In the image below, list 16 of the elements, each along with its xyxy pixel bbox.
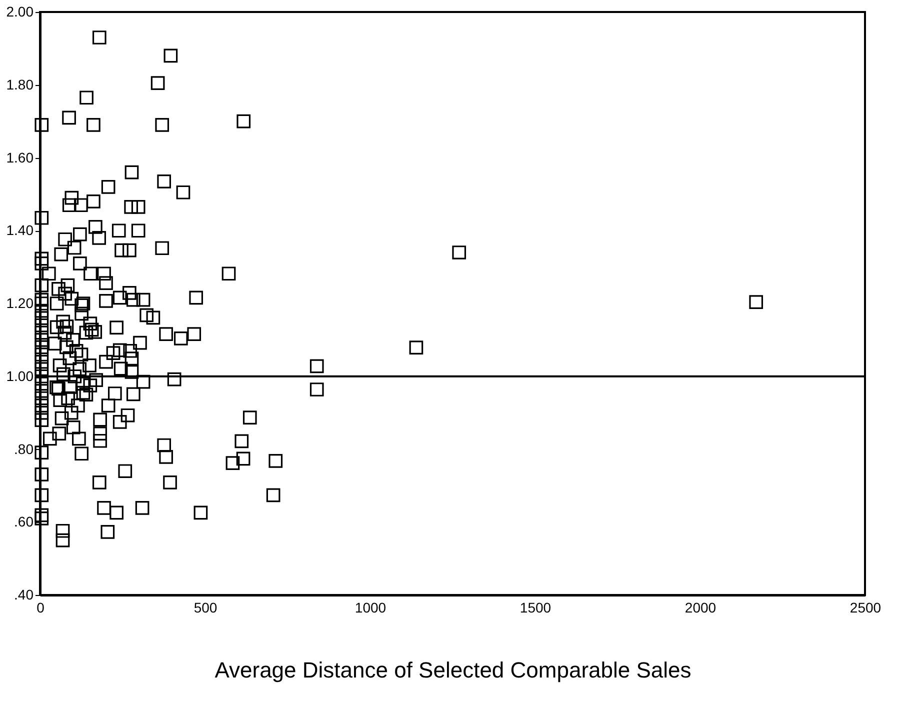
y-tick-label: 1.80 — [6, 76, 34, 92]
x-tick-label: 0 — [36, 600, 45, 616]
x-tick-label: 2000 — [684, 600, 716, 616]
x-tick-label: 1500 — [520, 600, 552, 616]
x-tick-label: 2500 — [850, 600, 882, 616]
x-axis-title: Average Distance of Selected Comparable Sales — [214, 658, 692, 682]
x-tick-label: 500 — [194, 600, 218, 616]
y-tick-label: .80 — [14, 440, 34, 457]
y-tick-label: 2.00 — [6, 4, 34, 20]
y-tick-label: 1.60 — [6, 149, 34, 166]
y-tick-label: 1.00 — [6, 368, 34, 384]
y-tick-label: 1.20 — [6, 295, 34, 311]
x-tick-label: 1000 — [354, 600, 386, 616]
y-tick-label: 1.40 — [6, 222, 34, 238]
y-tick-label: .60 — [14, 514, 34, 530]
y-tick-label: .40 — [14, 586, 34, 602]
